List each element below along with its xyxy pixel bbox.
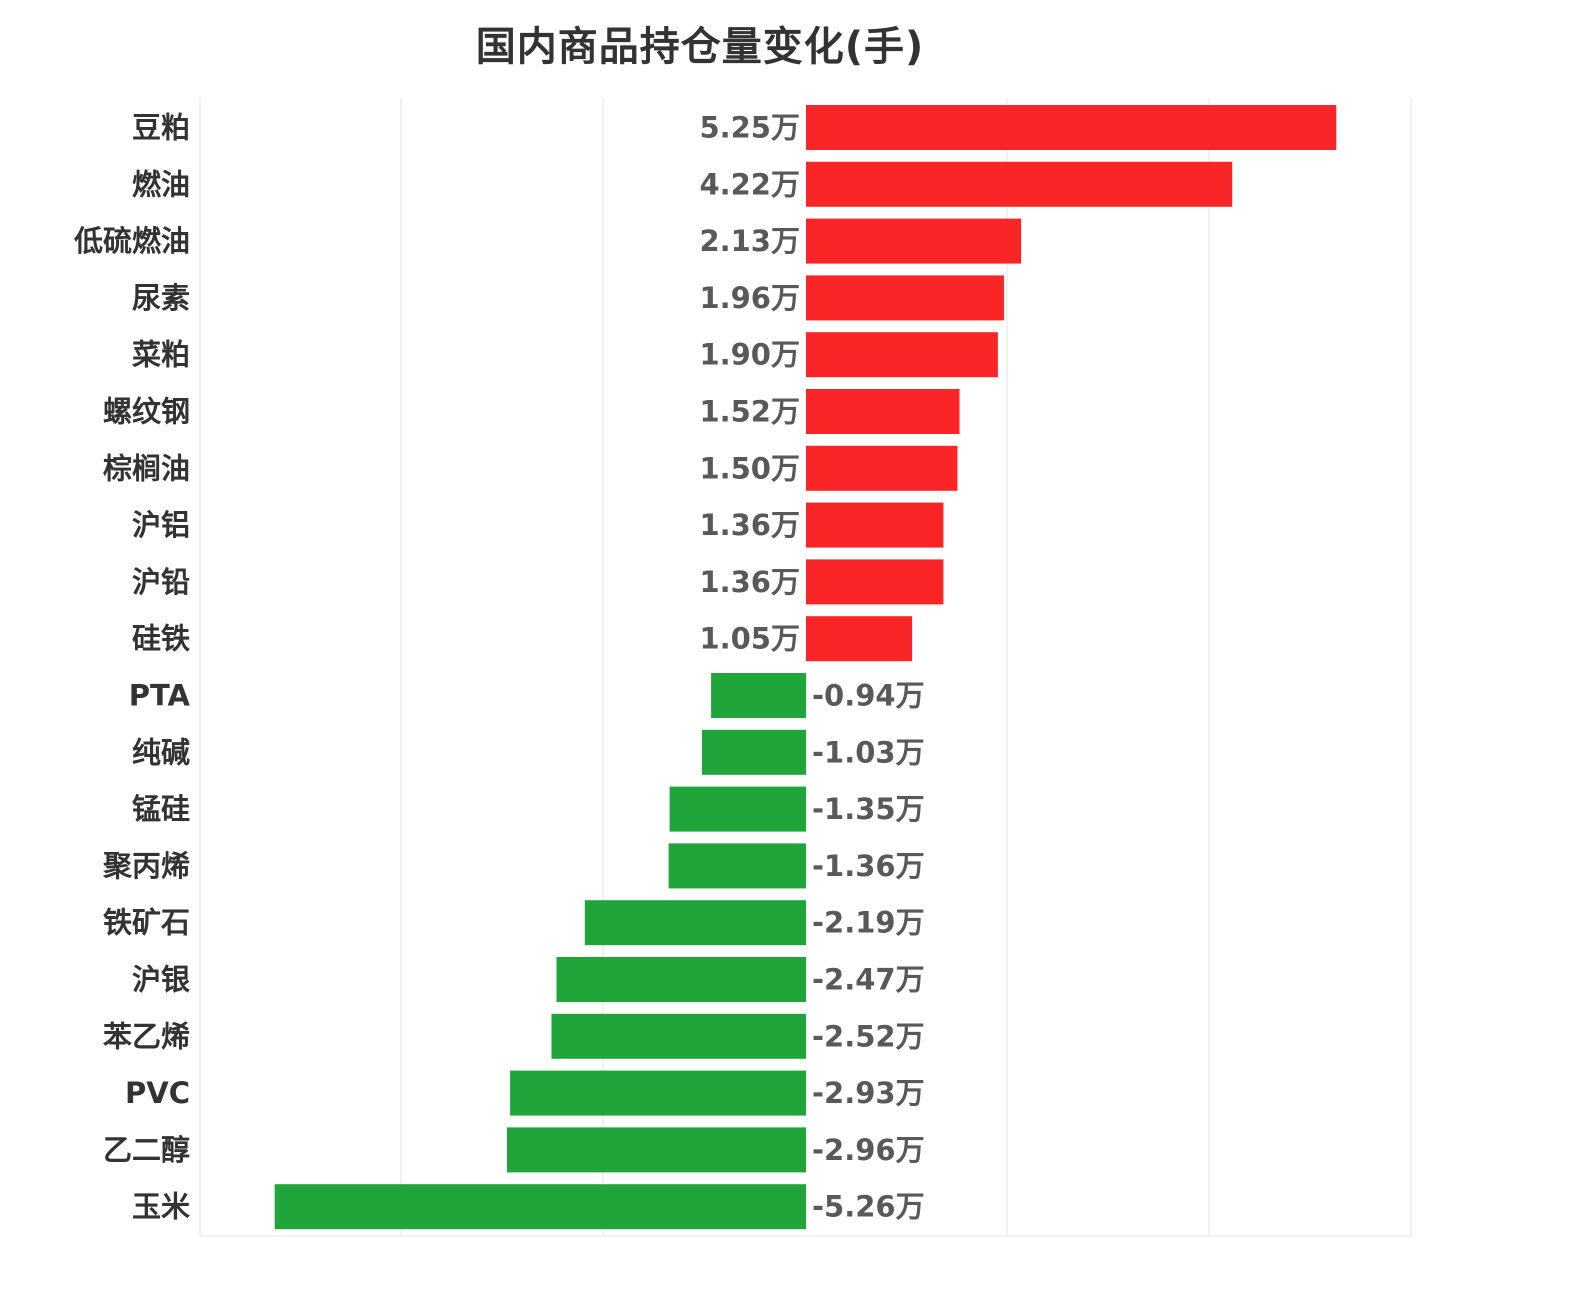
grid-lines [199,98,1412,1237]
category-label: 燃油 [132,167,190,201]
value-label: -0.94万 [812,679,925,713]
value-label: 4.22万 [699,167,800,201]
value-label: -2.96万 [812,1133,925,1167]
category-label: PTA [129,679,191,713]
category-label: 玉米 [132,1190,190,1224]
value-label: -2.19万 [812,906,925,940]
value-labels: 5.25万 4.22万 2.13万 1.96万 1.90万 1.52万 1.50万 1.36万… [699,111,924,1224]
category-label: 棕榈油 [103,451,190,485]
bar-低硫燃油 [806,218,1022,264]
category-label: 锰硅 [132,792,190,826]
category-label: 硅铁 [132,622,190,656]
category-label: 苯乙烯 [103,1019,190,1053]
category-label: 纯碱 [132,735,190,769]
bar-苯乙烯 [551,1013,806,1059]
bar-菜粕 [806,332,998,378]
bar-铁矿石 [584,900,806,946]
value-label: -2.47万 [812,963,925,997]
value-label: 1.36万 [699,565,800,599]
value-label: -5.26万 [812,1190,925,1224]
bar-沪银 [556,957,806,1002]
category-label: 尿素 [132,281,190,315]
category-label: 螺纹钢 [103,395,190,429]
category-label: 沪铝 [132,508,190,542]
value-label: -1.35万 [812,792,925,826]
value-label: 1.90万 [699,338,800,372]
bar-PVC [510,1070,806,1116]
bar-尿素 [806,275,1004,321]
bar-沪铅 [806,559,944,605]
bar-棕榈油 [806,445,958,491]
category-label: 豆粕 [132,111,190,145]
category-label: 沪铅 [132,565,190,599]
bar-纯碱 [702,729,806,775]
value-label: -2.93万 [812,1076,925,1110]
bar-玉米 [274,1184,806,1230]
bars [274,105,1337,1230]
value-label: 1.50万 [699,451,800,485]
category-label: PVC [125,1076,190,1110]
value-label: 1.36万 [699,508,800,542]
bar-聚丙烯 [668,843,806,889]
category-label: 沪银 [132,963,190,997]
category-label: 菜粕 [132,338,190,372]
value-label: 5.25万 [699,111,800,145]
bar-PTA [711,673,806,718]
value-label: -2.52万 [812,1019,925,1053]
value-label: 2.13万 [699,224,800,258]
category-label: 铁矿石 [103,906,190,940]
value-label: -1.03万 [812,735,925,769]
category-label: 聚丙烯 [102,849,190,883]
category-label: 乙二醇 [103,1133,190,1167]
value-label: 1.52万 [699,395,800,429]
bar-燃油 [806,161,1233,207]
bar-沪铝 [806,502,944,548]
value-label: -1.36万 [812,849,925,883]
bar-螺纹钢 [806,389,960,434]
bar-锰硅 [669,786,806,832]
bar-乙二醇 [507,1127,806,1173]
category-label: 低硫燃油 [73,224,190,258]
value-label: 1.96万 [699,281,800,315]
value-label: 1.05万 [699,622,800,656]
bar-豆粕 [806,105,1337,150]
chart-title: 国内商品持仓量变化(手) [475,24,925,70]
bar-硅铁 [806,616,913,662]
